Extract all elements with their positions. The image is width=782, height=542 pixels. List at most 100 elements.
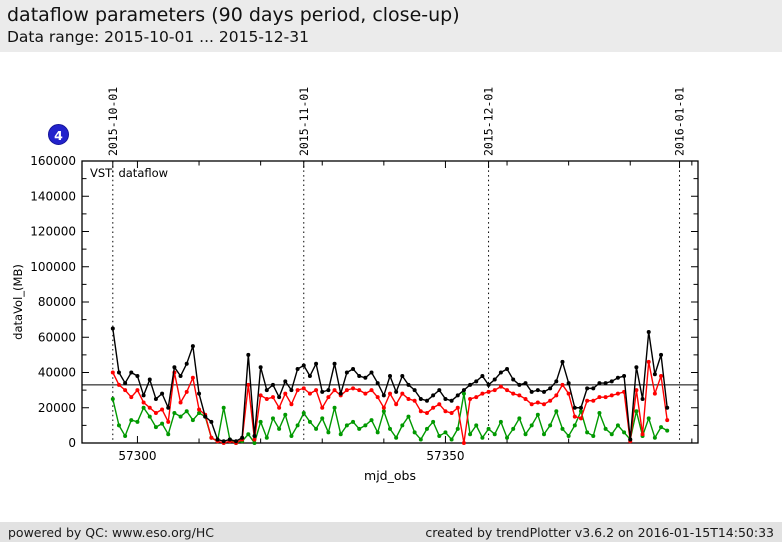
series-green-marker <box>160 421 165 426</box>
series-green-marker <box>277 426 282 431</box>
series-green-marker <box>554 409 559 414</box>
series-green-marker <box>634 409 639 414</box>
series-black-marker <box>461 388 466 393</box>
series-black-marker <box>369 370 374 375</box>
series-red-marker <box>129 395 134 400</box>
series-green-marker <box>295 423 300 428</box>
series-black-marker <box>295 366 300 371</box>
series-green-marker <box>394 435 399 440</box>
series-black-marker <box>474 379 479 384</box>
series-green-marker <box>258 419 263 424</box>
series-black-marker <box>468 382 473 387</box>
series-red-marker <box>437 402 442 407</box>
series-red-marker <box>424 411 429 416</box>
series-red-marker <box>252 437 257 442</box>
series-black-marker <box>307 374 312 379</box>
series-black-marker <box>628 437 633 442</box>
series-red-marker <box>646 359 651 364</box>
series-black-marker <box>578 405 583 410</box>
series-black-marker <box>603 381 608 386</box>
series-green-marker <box>221 405 226 410</box>
series-red-marker <box>258 393 263 398</box>
series-red-marker <box>652 391 657 396</box>
series-red-marker <box>603 395 608 400</box>
series-red-marker <box>147 405 152 410</box>
series-black-marker <box>554 379 559 384</box>
series-green-marker <box>609 432 614 437</box>
series-black-marker <box>252 433 257 438</box>
series-red-marker <box>326 395 331 400</box>
series-green-marker <box>172 411 177 416</box>
series-red-marker <box>110 370 115 375</box>
series-red-marker <box>449 411 454 416</box>
series-black-marker <box>283 379 288 384</box>
series-green-marker <box>523 432 528 437</box>
series-black-marker <box>264 388 269 393</box>
date-line-label: 2015-10-01 <box>106 87 120 156</box>
date-line-label: 2015-11-01 <box>297 87 311 156</box>
series-green-marker <box>424 426 429 431</box>
series-red-marker <box>369 388 374 393</box>
series-red-marker <box>344 388 349 393</box>
series-red-marker <box>455 405 460 410</box>
series-green-marker <box>135 419 140 424</box>
y-axis-label: dataVol_(MB) <box>11 264 25 340</box>
series-red-marker <box>283 391 288 396</box>
series-black-marker <box>597 381 602 386</box>
series-red-marker <box>394 402 399 407</box>
series-red-marker <box>548 398 553 403</box>
y-tick-label: 120000 <box>30 225 76 239</box>
series-black-marker <box>517 382 522 387</box>
series-black-marker <box>388 374 392 379</box>
series-red-marker <box>505 388 510 393</box>
series-green-marker <box>603 426 608 431</box>
series-green-marker <box>129 418 134 423</box>
series-green-marker <box>184 409 189 414</box>
series-red-marker <box>535 400 540 405</box>
series-green-marker <box>153 425 158 430</box>
series-green-marker <box>338 432 343 437</box>
series-red-marker <box>554 393 559 398</box>
series-red-marker <box>412 398 417 403</box>
series-green-marker <box>468 432 473 437</box>
series-black-marker <box>615 375 620 380</box>
header-bar: dataflow parameters (90 days period, clo… <box>0 0 782 52</box>
series-black-marker <box>542 389 546 394</box>
series-black-marker <box>406 382 411 387</box>
series-green-marker <box>301 411 306 416</box>
series-green-marker <box>418 437 423 442</box>
series-red-marker <box>246 382 251 387</box>
series-black-marker <box>437 388 442 393</box>
series-red-marker <box>665 418 670 423</box>
x-tick-label: 57350 <box>426 449 464 463</box>
series-green-marker <box>326 430 331 435</box>
series-red-marker <box>615 391 620 396</box>
series-red-marker <box>363 391 368 396</box>
series-green-marker <box>141 405 146 410</box>
series-black-marker <box>227 437 232 442</box>
series-black-marker <box>301 363 306 368</box>
series-black-marker <box>197 391 202 396</box>
series-red-marker <box>289 402 294 407</box>
series-black-marker <box>412 388 417 393</box>
footer-credit-right: created by trendPlotter v3.6.2 on 2016-0… <box>425 524 774 540</box>
series-green-marker <box>548 423 553 428</box>
plot-index-badge[interactable]: 4 <box>48 124 69 145</box>
series-green-marker <box>578 409 583 414</box>
series-black-marker <box>160 391 165 396</box>
y-tick-label: 80000 <box>38 295 76 309</box>
series-black-marker <box>480 374 485 379</box>
series-green-marker <box>283 412 288 417</box>
series-black-marker <box>418 396 423 401</box>
series-green-marker <box>585 430 590 435</box>
series-green-marker <box>461 391 466 396</box>
chart-svg: 2015-10-01 2015-11-01 2015-12-01 2016-01-01… <box>11 87 699 483</box>
series-red-marker <box>116 382 121 387</box>
series-green-marker <box>615 423 620 428</box>
series-red-marker <box>529 402 534 407</box>
series-red-marker <box>585 398 590 403</box>
series-black-marker <box>394 389 399 394</box>
series-red-marker <box>314 388 319 393</box>
series-green-marker <box>197 411 202 416</box>
series-black-marker <box>622 374 627 379</box>
